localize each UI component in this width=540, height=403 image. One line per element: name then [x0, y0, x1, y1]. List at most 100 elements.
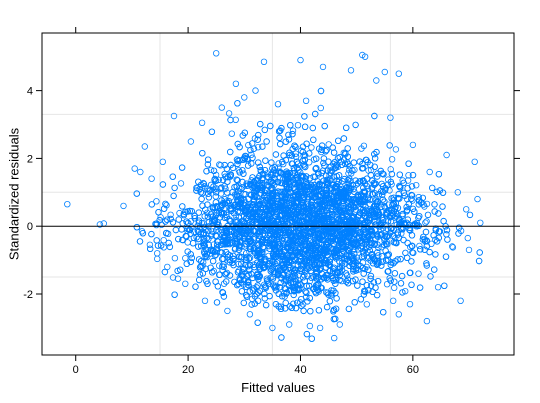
scatter-point: [190, 234, 198, 241]
scatter-point: [292, 153, 300, 160]
scatter-point: [226, 173, 234, 180]
scatter-point: [207, 211, 215, 218]
scatter-point: [255, 235, 262, 242]
scatter-point: [330, 249, 337, 257]
scatter-point: [291, 142, 298, 149]
scatter-point: [221, 195, 228, 203]
scatter-point: [354, 282, 361, 289]
scatter-point: [379, 183, 387, 190]
scatter-point: [179, 236, 186, 244]
scatter-point: [251, 179, 258, 186]
scatter-point: [326, 229, 334, 236]
scatter-point: [387, 229, 394, 236]
scatter-point: [200, 230, 208, 237]
scatter-point: [253, 259, 261, 267]
scatter-point: [264, 227, 271, 234]
scatter-point: [241, 243, 248, 250]
scatter-point: [211, 175, 219, 183]
scatter-point: [433, 238, 441, 245]
scatter-point: [408, 281, 415, 288]
scatter-point: [374, 278, 382, 285]
scatter-point: [220, 293, 228, 300]
scatter-point: [246, 245, 254, 252]
scatter-point: [386, 275, 393, 282]
scatter-point: [246, 288, 253, 295]
scatter-point: [293, 249, 300, 256]
scatter-point: [294, 121, 302, 129]
scatter-point: [395, 234, 403, 241]
scatter-point: [308, 144, 315, 151]
scatter-point: [306, 174, 314, 182]
scatter-point: [178, 164, 186, 171]
scatter-point: [213, 299, 221, 306]
scatter-point: [265, 182, 273, 190]
scatter-point: [299, 157, 307, 164]
scatter-point: [315, 229, 322, 237]
scatter-point: [310, 189, 318, 196]
scatter-point: [352, 121, 359, 129]
scatter-point: [250, 236, 257, 243]
scatter-point: [372, 205, 379, 213]
scatter-point: [341, 218, 349, 226]
scatter-point: [273, 259, 281, 266]
scatter-point: [309, 183, 316, 191]
scatter-point: [374, 173, 381, 180]
scatter-point: [435, 210, 442, 217]
scatter-point: [338, 213, 346, 221]
scatter-point: [321, 246, 329, 253]
scatter-point: [396, 171, 403, 178]
scatter-point: [363, 301, 370, 308]
scatter-point: [341, 175, 348, 183]
scatter-point: [398, 272, 406, 280]
scatter-point: [351, 188, 358, 195]
scatter-point: [360, 291, 368, 298]
scatter-point: [278, 334, 285, 341]
scatter-point: [259, 182, 266, 189]
scatter-point: [302, 232, 309, 239]
scatter-point: [336, 276, 343, 284]
scatter-point: [386, 187, 393, 194]
scatter-point: [315, 244, 322, 251]
scatter-point: [310, 273, 317, 281]
scatter-point: [255, 232, 263, 239]
scatter-point: [239, 156, 247, 163]
scatter-point: [260, 244, 267, 251]
scatter-point: [375, 244, 382, 251]
scatter-point: [241, 234, 248, 242]
scatter-point: [443, 231, 450, 238]
scatter-point: [261, 264, 268, 271]
scatter-point: [301, 152, 309, 159]
scatter-point: [205, 194, 213, 201]
scatter-point: [253, 212, 260, 219]
scatter-point: [361, 287, 368, 295]
scatter-point: [313, 155, 320, 162]
scatter-point: [381, 232, 388, 239]
scatter-point: [367, 275, 374, 282]
scatter-point: [322, 172, 330, 179]
scatter-point: [183, 218, 190, 225]
scatter-point: [312, 233, 319, 241]
scatter-point: [401, 192, 408, 199]
scatter-point: [174, 267, 181, 275]
scatter-point: [294, 190, 302, 198]
scatter-point: [280, 265, 287, 272]
scatter-point: [387, 166, 394, 173]
scatter-point: [322, 230, 330, 237]
scatter-point: [347, 226, 354, 234]
scatter-point: [362, 156, 370, 164]
scatter-point: [352, 258, 359, 266]
scatter-point: [349, 260, 356, 268]
scatter-point: [293, 208, 300, 216]
scatter-point: [405, 221, 413, 229]
scatter-point: [432, 226, 439, 234]
scatter-point: [308, 202, 315, 209]
scatter-point: [431, 201, 438, 208]
scatter-point: [323, 303, 331, 311]
scatter-point: [405, 160, 412, 167]
scatter-point: [227, 202, 235, 209]
scatter-point: [298, 302, 305, 309]
scatter-point: [274, 272, 281, 279]
scatter-point: [292, 233, 299, 240]
scatter-point: [209, 228, 216, 235]
scatter-point: [383, 209, 390, 216]
